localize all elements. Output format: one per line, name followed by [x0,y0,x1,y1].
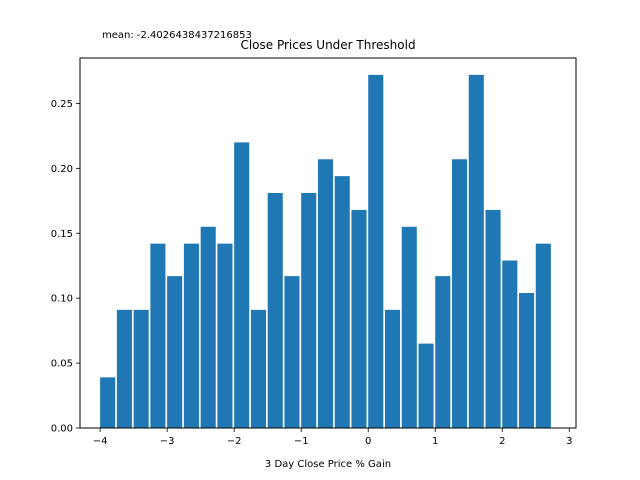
histogram-bar [284,276,300,428]
y-tick-label: 0.15 [51,229,73,240]
histogram-bar [317,159,334,428]
y-axis: 0.00 0.05 0.10 0.15 0.20 0.25 [51,99,80,435]
histogram-bar [301,193,317,428]
histogram-bar [267,193,283,428]
histogram-bar [384,309,401,428]
histogram-bar [535,243,551,428]
histogram-bar [200,226,216,428]
histogram-bar [183,243,199,428]
x-axis-label: 3 Day Close Price % Gain [265,459,391,470]
x-axis: −4 −3 −2 −1 0 1 2 3 [93,428,572,447]
x-tick-label: 1 [432,436,438,447]
x-tick-label: 0 [365,436,371,447]
histogram-bar [368,74,384,428]
histogram-bar [468,74,484,428]
histogram-bar [502,260,518,428]
histogram-bar [250,309,266,428]
x-tick-label: −3 [160,436,175,447]
histogram-bar [167,276,183,428]
bars-group [100,74,551,428]
histogram-bar [418,343,434,428]
mean-annotation: mean: -2.4026438437216853 [102,30,252,41]
histogram-bar [452,159,468,428]
histogram-bar [485,209,501,428]
histogram-bar [435,276,451,428]
histogram-bar [234,142,250,428]
x-tick-label: 3 [566,436,572,447]
x-tick-label: −4 [93,436,108,447]
y-tick-label: 0.20 [51,164,73,175]
plot-frame [79,57,577,429]
histogram-bar [401,226,417,428]
y-tick-label: 0.10 [51,294,73,305]
histogram-bar [133,309,149,428]
x-tick-label: 2 [499,436,505,447]
histogram-bar [351,209,367,428]
y-tick-label: 0.00 [51,424,73,435]
histogram-bar [217,243,233,428]
histogram-bar [334,176,350,428]
histogram-bar [116,309,132,428]
chart-title: Close Prices Under Threshold [240,38,415,52]
x-tick-label: −2 [227,436,242,447]
histogram-bar [519,292,535,428]
x-tick-label: −1 [294,436,309,447]
y-tick-label: 0.25 [51,99,73,110]
histogram-bar [150,243,166,428]
y-tick-label: 0.05 [51,359,73,370]
histogram-bar [100,377,116,428]
